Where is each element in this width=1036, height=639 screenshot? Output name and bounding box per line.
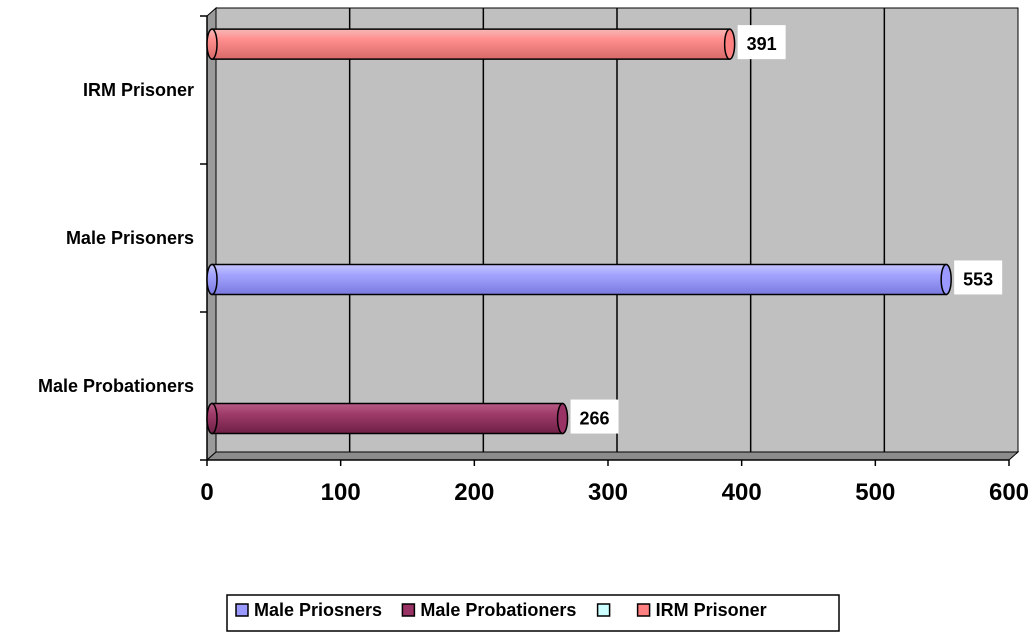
legend-swatch <box>596 603 611 617</box>
bars <box>206 28 952 435</box>
x-tick-label: 200 <box>454 479 494 506</box>
data-label: 553 <box>963 269 993 289</box>
x-tick-label: 0 <box>200 479 213 506</box>
x-tick-labels: 0 100 200 300 400 500 600 <box>200 479 1029 506</box>
bar <box>211 402 564 435</box>
bar-end-cap <box>940 263 952 296</box>
bar <box>211 263 947 296</box>
x-tick-label: 300 <box>588 479 628 506</box>
category-label: Male Probationers <box>38 376 194 396</box>
plot-side-wall <box>206 6 217 462</box>
legend: Male Priosners Male Probationers IRM Priso… <box>226 594 840 632</box>
category-label: IRM Prisoner <box>83 80 194 100</box>
plot-area <box>205 6 1020 462</box>
category-ticks <box>200 15 207 461</box>
x-tick-label: 600 <box>989 479 1029 506</box>
data-label-box <box>954 260 1003 295</box>
gridlines <box>206 8 1010 466</box>
data-label: 391 <box>747 34 777 54</box>
legend-label: Male Priosners <box>254 600 382 620</box>
x-tick-label: 500 <box>855 479 895 506</box>
x-tick-label: 400 <box>722 479 762 506</box>
legend-box <box>226 594 840 632</box>
bar-start-cap <box>206 28 218 60</box>
bar-start-cap <box>206 402 218 435</box>
legend-swatch <box>401 603 416 617</box>
bar-end-cap <box>723 28 736 60</box>
bar <box>211 28 731 60</box>
bar-end-cap <box>556 402 569 435</box>
category-label: Male Prisoners <box>66 228 194 248</box>
legend-swatch <box>235 603 249 617</box>
data-label-box <box>737 25 786 60</box>
axes <box>206 16 1009 461</box>
legend-label: IRM Prisoner <box>656 600 767 620</box>
data-label: 266 <box>580 409 610 429</box>
plot-floor <box>205 451 1020 461</box>
category-labels: Male Probationers Male Prisoners IRM Priso… <box>38 80 194 396</box>
legend-label: Male Probationers <box>420 600 576 620</box>
data-label-box <box>570 399 619 434</box>
bar-start-cap <box>206 263 218 296</box>
data-labels: 553 266 391 <box>570 25 1003 434</box>
legend-swatch <box>636 603 651 617</box>
x-tick-label: 100 <box>321 479 361 506</box>
